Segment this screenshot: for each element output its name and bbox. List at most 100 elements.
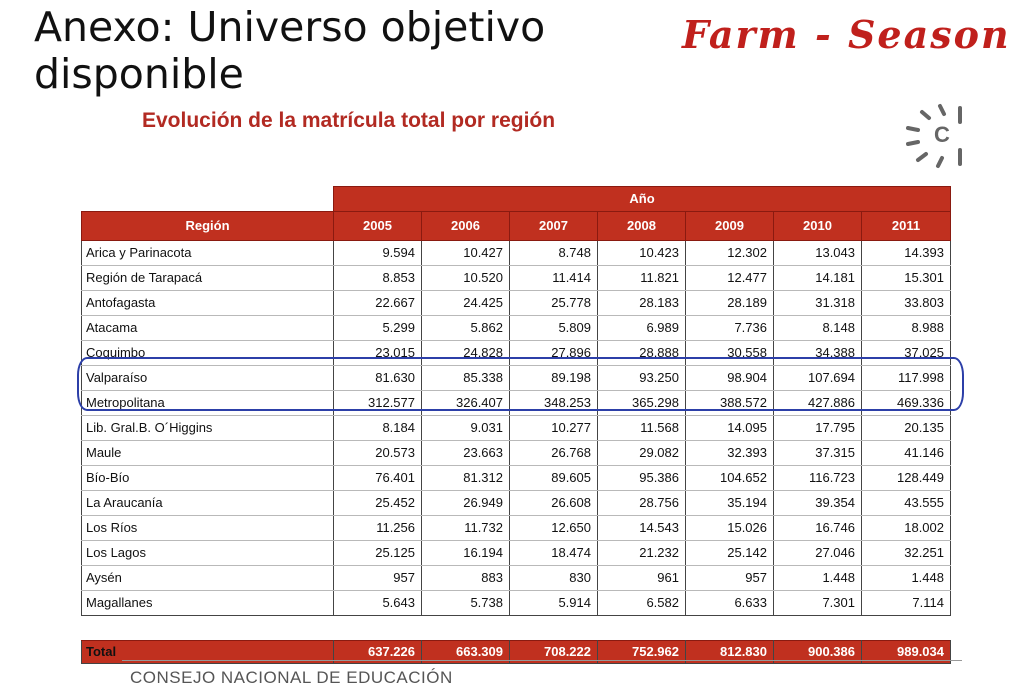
value-cell: 31.318 — [773, 290, 862, 316]
value-cell: 35.194 — [685, 490, 774, 516]
value-cell: 12.302 — [685, 240, 774, 266]
value-cell: 89.605 — [509, 465, 598, 491]
region-cell: Valparaíso — [81, 365, 334, 391]
region-cell: Magallanes — [81, 590, 334, 616]
value-cell: 26.949 — [421, 490, 510, 516]
year-header: 2005 — [333, 210, 422, 241]
value-cell: 7.736 — [685, 315, 774, 341]
table-row: Bío-Bío 76.401 81.312 89.605 95.386 104.652 11… — [81, 465, 951, 491]
value-cell: 5.299 — [333, 315, 422, 341]
value-cell: 20.573 — [333, 440, 422, 466]
region-cell: Los Ríos — [81, 515, 334, 541]
year-header: 2009 — [685, 210, 774, 241]
region-cell: Región de Tarapacá — [81, 265, 334, 291]
value-cell: 23.015 — [333, 340, 422, 366]
region-cell: Coquimbo — [81, 340, 334, 366]
value-cell: 27.896 — [509, 340, 598, 366]
value-cell: 5.914 — [509, 590, 598, 616]
value-cell: 30.558 — [685, 340, 774, 366]
value-cell: 348.253 — [509, 390, 598, 416]
table-row: Antofagasta 22.667 24.425 25.778 28.183 28.18… — [81, 290, 951, 316]
total-label: Total — [81, 639, 334, 664]
value-cell: 21.232 — [597, 540, 686, 566]
value-cell: 5.643 — [333, 590, 422, 616]
value-cell: 427.886 — [773, 390, 862, 416]
table-row: Magallanes 5.643 5.738 5.914 6.582 6.633 7.301… — [81, 590, 951, 616]
value-cell: 37.315 — [773, 440, 862, 466]
value-cell: 24.425 — [421, 290, 510, 316]
value-cell: 98.904 — [685, 365, 774, 391]
value-cell: 14.543 — [597, 515, 686, 541]
table-row: Valparaíso 81.630 85.338 89.198 93.250 98.904… — [81, 365, 951, 391]
value-cell: 85.338 — [421, 365, 510, 391]
value-cell: 957 — [333, 565, 422, 591]
value-cell: 8.748 — [509, 240, 598, 266]
value-cell: 18.002 — [861, 515, 951, 541]
value-cell: 81.312 — [421, 465, 510, 491]
value-cell: 37.025 — [861, 340, 951, 366]
value-cell: 28.189 — [685, 290, 774, 316]
brand-logo-text: Farm - Season — [682, 12, 1011, 57]
table-subtitle: Evolución de la matrícula total por regi… — [142, 109, 556, 132]
highlight-outline — [77, 357, 964, 411]
spacer — [82, 615, 951, 640]
value-cell: 28.756 — [597, 490, 686, 516]
year-header: 2011 — [861, 210, 951, 241]
total-cell: 708.222 — [509, 639, 598, 664]
value-cell: 1.448 — [773, 565, 862, 591]
value-cell: 469.336 — [861, 390, 951, 416]
table-row: Lib. Gral.B. O´Higgins 8.184 9.031 10.277 11… — [81, 415, 951, 441]
region-cell: Bío-Bío — [81, 465, 334, 491]
value-cell: 5.809 — [509, 315, 598, 341]
value-cell: 6.633 — [685, 590, 774, 616]
value-cell: 5.738 — [421, 590, 510, 616]
year-header: 2007 — [509, 210, 598, 241]
value-cell: 1.448 — [861, 565, 951, 591]
value-cell: 20.135 — [861, 415, 951, 441]
value-cell: 11.256 — [333, 515, 422, 541]
value-cell: 117.998 — [861, 365, 951, 391]
value-cell: 11.414 — [509, 265, 598, 291]
table-row: La Araucanía 25.452 26.949 26.608 28.756 35.1… — [81, 490, 951, 516]
value-cell: 11.732 — [421, 515, 510, 541]
total-row: Total 637.226 663.309 708.222 752.962 81… — [81, 639, 951, 664]
value-cell: 25.778 — [509, 290, 598, 316]
total-cell: 989.034 — [861, 639, 951, 664]
table-row: Aysén 957 883 830 961 957 1.448 1.448 — [81, 565, 951, 591]
total-cell: 812.830 — [685, 639, 774, 664]
value-cell: 18.474 — [509, 540, 598, 566]
cned-logo-icon: C — [904, 100, 964, 180]
value-cell: 8.988 — [861, 315, 951, 341]
value-cell: 957 — [685, 565, 774, 591]
table-row: Atacama 5.299 5.862 5.809 6.989 7.736 8.148 8.9… — [81, 315, 951, 341]
value-cell: 23.663 — [421, 440, 510, 466]
footer-text: CONSEJO NACIONAL DE EDUCACIÓN — [130, 668, 453, 687]
value-cell: 365.298 — [597, 390, 686, 416]
value-cell: 6.989 — [597, 315, 686, 341]
value-cell: 883 — [421, 565, 510, 591]
value-cell: 10.277 — [509, 415, 598, 441]
table-row: Coquimbo 23.015 24.828 27.896 28.888 30.558 34… — [81, 340, 951, 366]
table-row: Región de Tarapacá 8.853 10.520 11.414 11.82… — [81, 265, 951, 291]
value-cell: 28.183 — [597, 290, 686, 316]
value-cell: 89.198 — [509, 365, 598, 391]
value-cell: 14.181 — [773, 265, 862, 291]
total-cell: 752.962 — [597, 639, 686, 664]
table-row: Arica y Parinacota 9.594 10.427 8.748 10.423… — [81, 240, 951, 266]
year-header: 2010 — [773, 210, 862, 241]
region-cell: Los Lagos — [81, 540, 334, 566]
value-cell: 25.125 — [333, 540, 422, 566]
value-cell: 95.386 — [597, 465, 686, 491]
table-row: Metropolitana 312.577 326.407 348.253 365.29… — [81, 390, 951, 416]
value-cell: 8.853 — [333, 265, 422, 291]
region-cell: Arica y Parinacota — [81, 240, 334, 266]
value-cell: 16.746 — [773, 515, 862, 541]
value-cell: 16.194 — [421, 540, 510, 566]
value-cell: 10.520 — [421, 265, 510, 291]
matricula-table: Año Región 2005 2006 2007 2008 2009 2010… — [81, 186, 951, 664]
value-cell: 326.407 — [421, 390, 510, 416]
value-cell: 13.043 — [773, 240, 862, 266]
value-cell: 116.723 — [773, 465, 862, 491]
value-cell: 14.095 — [685, 415, 774, 441]
value-cell: 10.423 — [597, 240, 686, 266]
